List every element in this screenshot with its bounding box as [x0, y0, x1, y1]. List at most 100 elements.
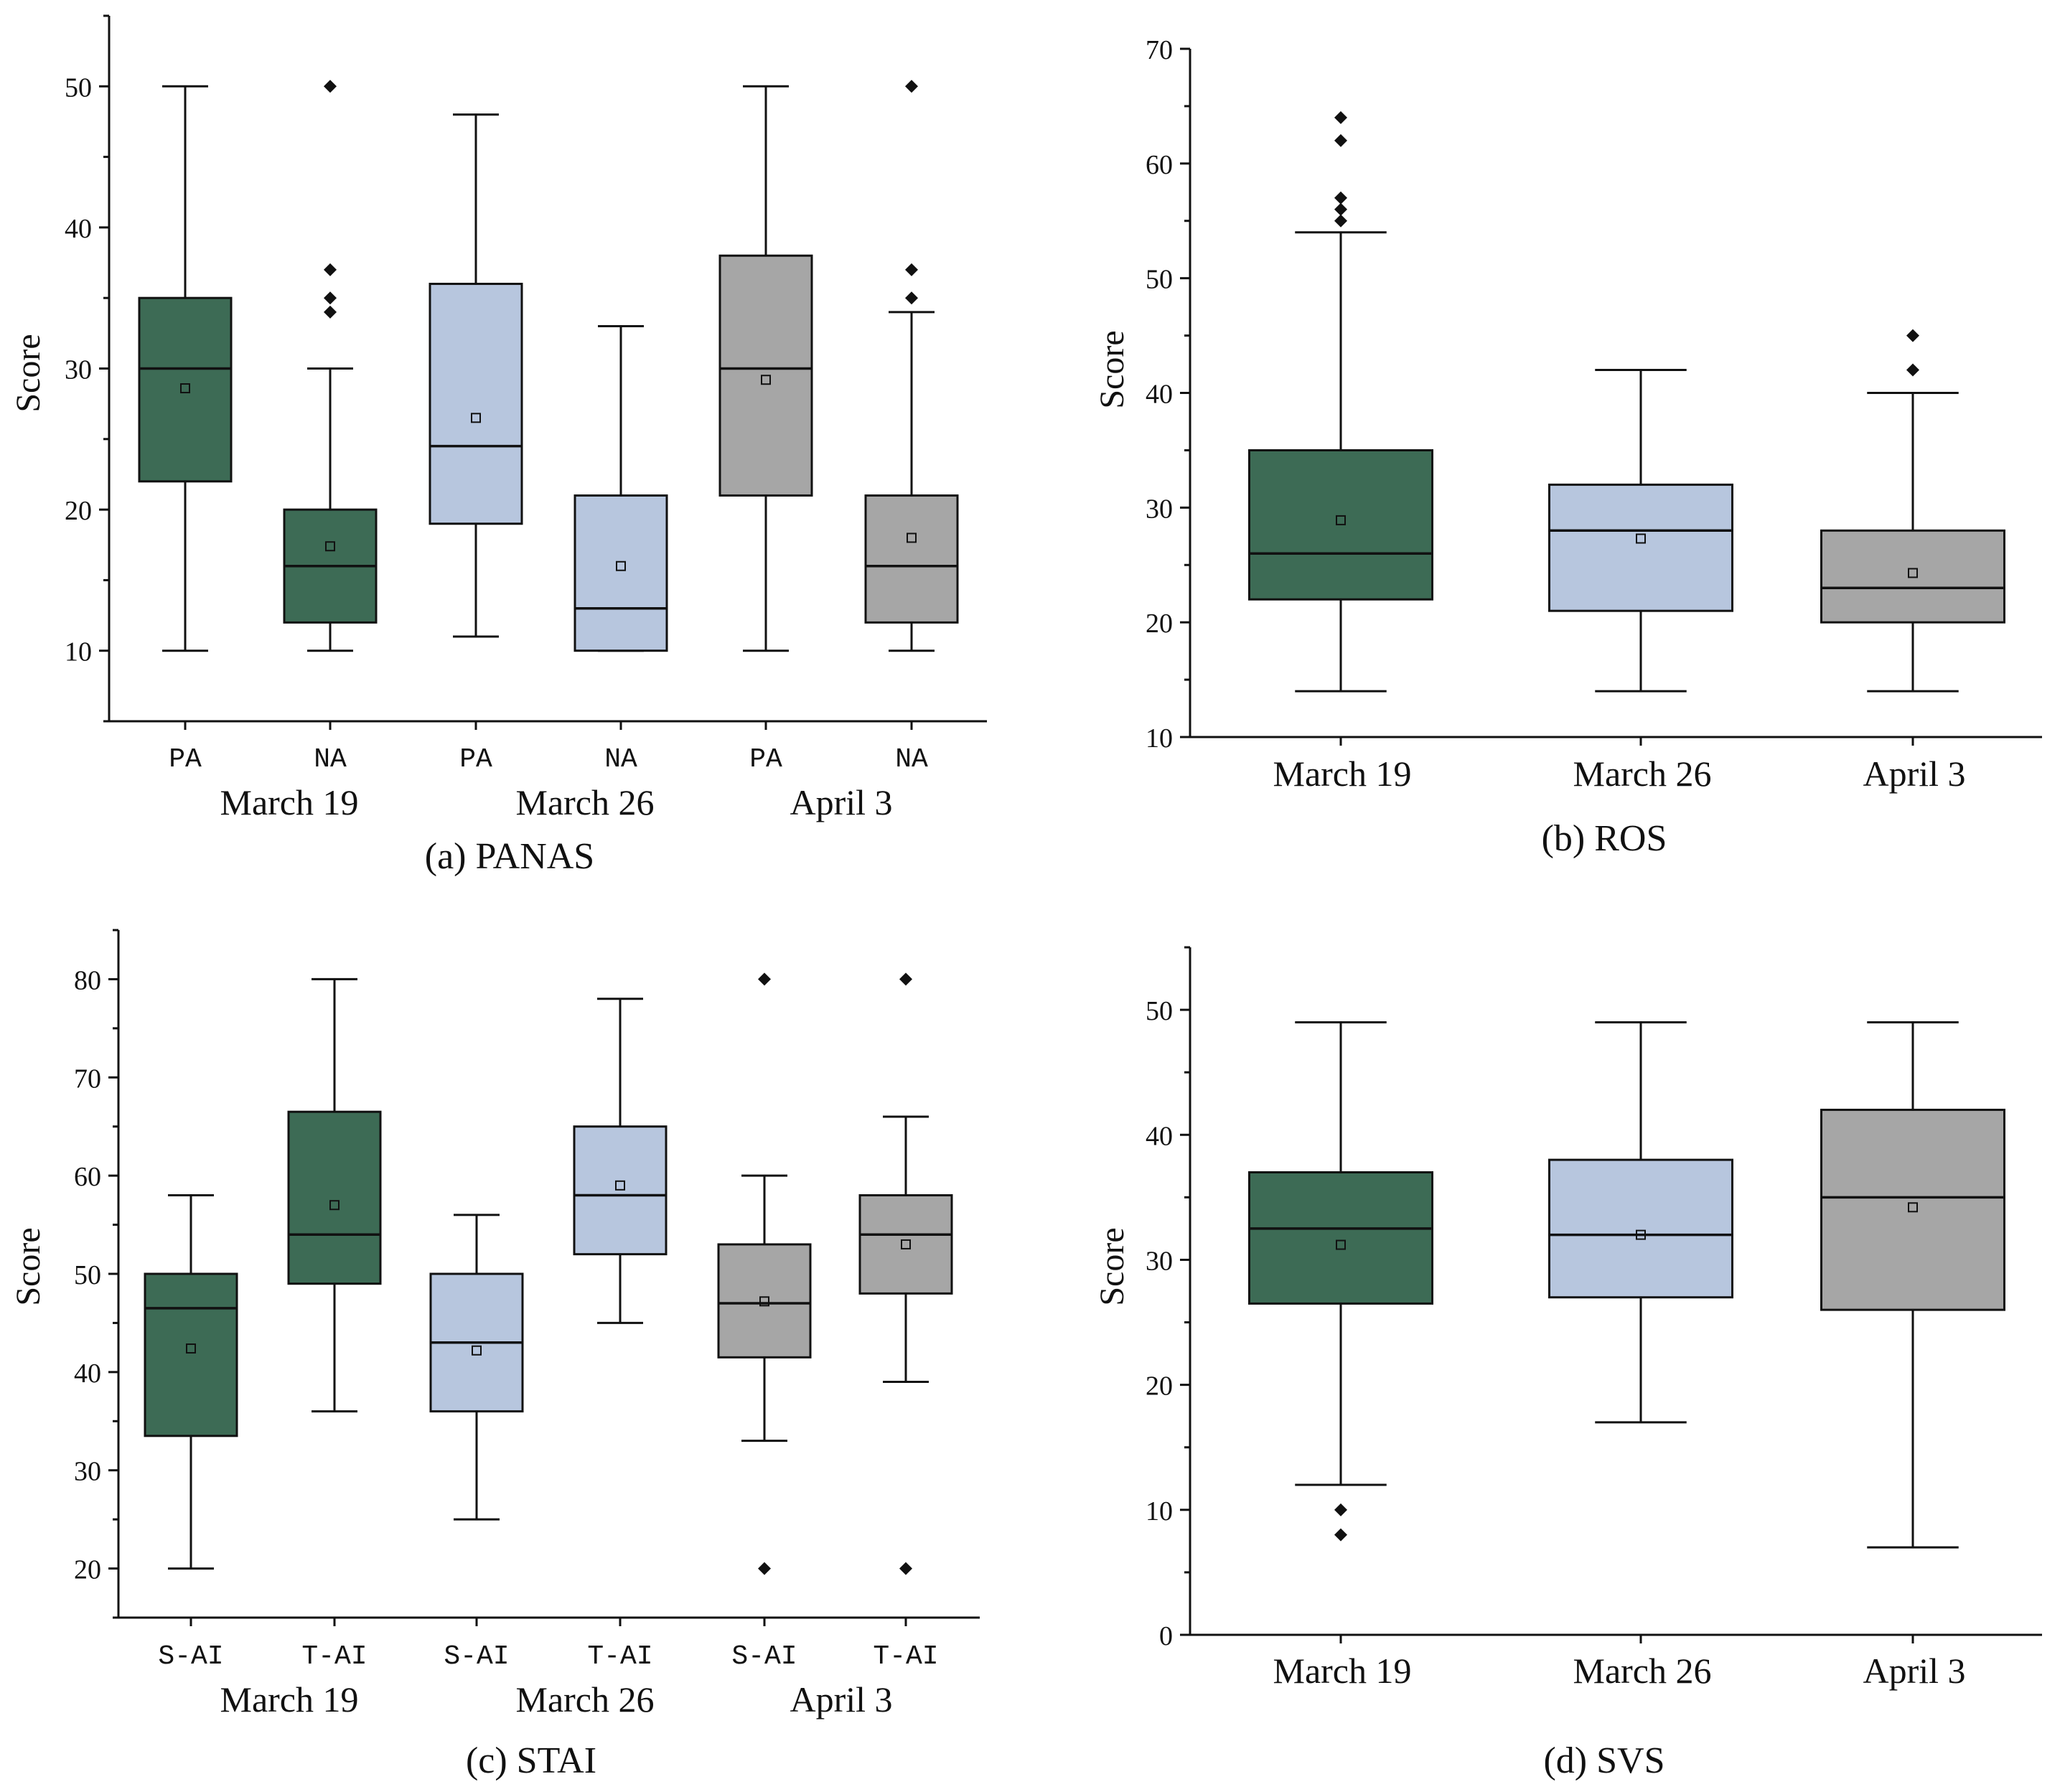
ros-box-3-outlier [1906, 329, 1919, 342]
stai-y-tick-label: 40 [74, 1359, 101, 1389]
stai-sub-label: T-AI [873, 1641, 938, 1672]
ros-y-tick-label: 50 [1146, 265, 1173, 295]
ros-box-1-outlier [1334, 133, 1347, 147]
svs-y-tick-label: 0 [1159, 1621, 1173, 1651]
panel-panas: 10 20 30 40 50 PA NA PA NA PA NA Score March 19 Ma… [9, 14, 987, 877]
stai-box-5-iqr [717, 1243, 812, 1359]
stai-box-6-outlier [899, 1562, 912, 1575]
panas-sub-label: NA [604, 744, 637, 775]
stai-box-5-mean [759, 1296, 769, 1307]
svs-y-label: Score [1093, 1227, 1131, 1305]
ros-box-3-iqr [1820, 529, 2005, 624]
stai-sub-label: S-AI [731, 1641, 797, 1672]
ros-group-label-1: March 19 [1273, 754, 1412, 794]
panas-title: (a) PANAS [425, 836, 594, 877]
ros-title: (b) ROS [1542, 818, 1667, 859]
stai-box-6-iqr [858, 1194, 953, 1295]
svs-y-tick-label: 50 [1146, 996, 1173, 1026]
svs-box-3-mean [1908, 1202, 1918, 1213]
ros-box-3-mean [1908, 568, 1918, 578]
panas-group-label-3: April 3 [790, 782, 892, 822]
stai-box-1-mean [186, 1343, 196, 1354]
panas-box-6-mean [907, 533, 917, 543]
stai-box-5-outlier [758, 1562, 771, 1575]
panel-svs: 0 10 20 30 40 50 Score March 19 March 26 Apri… [1093, 946, 2042, 1781]
stai-group-label-3: April 3 [790, 1679, 892, 1720]
panas-group-label-1: March 19 [220, 782, 359, 822]
stai-box-2-iqr [287, 1110, 382, 1285]
svs-box-2-iqr [1548, 1158, 1733, 1299]
stai-box-3-mean [472, 1345, 482, 1356]
panas-box-3-mean [471, 413, 481, 423]
panas-box-6-iqr [864, 494, 959, 624]
panas-box-2-mean [325, 541, 335, 552]
ros-box-1-outlier [1334, 214, 1347, 227]
svs-box-1-outlier [1334, 1503, 1347, 1516]
svs-group-label-3: April 3 [1863, 1651, 1965, 1691]
ros-box-1-outlier [1334, 111, 1347, 124]
svs-box-1-mean [1336, 1239, 1346, 1250]
svs-title: (d) SVS [1543, 1740, 1664, 1781]
stai-sub-label: S-AI [444, 1641, 509, 1672]
ros-y-tick-label: 20 [1146, 609, 1173, 639]
ros-y-tick-label: 10 [1146, 723, 1173, 754]
panas-sub-label: PA [749, 744, 782, 775]
panas-box-5-mean [761, 375, 771, 385]
stai-box-6-mean [901, 1239, 911, 1249]
stai-y-tick-label: 60 [74, 1162, 101, 1192]
svs-box-3-iqr [1820, 1108, 2005, 1311]
panas-box-1-iqr [138, 296, 233, 483]
panas-box-2-outlier [324, 263, 337, 276]
ros-box-1-mean [1336, 515, 1346, 525]
ros-y-label: Score [1093, 330, 1131, 408]
panas-box-2-outlier [324, 305, 337, 319]
panel-ros: 10 20 30 40 50 60 70 Score March 19 March 26 A… [1093, 35, 2042, 859]
svs-group-label-1: March 19 [1273, 1651, 1412, 1691]
panas-y-tick-label: 50 [65, 72, 92, 103]
panas-box-4-iqr [573, 494, 668, 652]
panas-sub-label: NA [314, 744, 347, 775]
panas-sub-label: PA [169, 744, 202, 775]
svs-y-tick-label: 10 [1146, 1496, 1173, 1526]
svs-y-tick-label: 40 [1146, 1121, 1173, 1151]
panas-y-tick-label: 30 [65, 355, 92, 385]
ros-box-1-outlier [1334, 202, 1347, 216]
panas-box-2-outlier [324, 80, 337, 93]
stai-title: (c) STAI [466, 1740, 596, 1781]
panas-box-4-mean [616, 560, 626, 571]
stai-box-1-iqr [144, 1272, 238, 1437]
ros-box-1-outlier [1334, 191, 1347, 205]
ros-box-2-mean [1636, 533, 1646, 544]
svs-y-tick-label: 30 [1146, 1246, 1173, 1276]
svs-box-1-outlier [1334, 1528, 1347, 1542]
stai-y-tick-label: 70 [74, 1064, 101, 1094]
ros-box-2-iqr [1548, 483, 1733, 612]
ros-group-label-3: April 3 [1863, 754, 1965, 794]
stai-group-label-2: March 26 [516, 1679, 655, 1720]
panas-sub-label: PA [459, 744, 492, 775]
stai-y-tick-label: 30 [74, 1457, 101, 1487]
panas-box-1-mean [180, 383, 190, 394]
stai-box-4-mean [615, 1180, 625, 1191]
svs-group-label-2: March 26 [1573, 1651, 1712, 1691]
stai-sub-label: T-AI [301, 1641, 367, 1672]
ros-box-3-outlier [1906, 363, 1919, 377]
stai-sub-label: T-AI [587, 1641, 652, 1672]
stai-box-6-outlier [899, 972, 912, 986]
ros-y-tick-label: 60 [1146, 150, 1173, 180]
stai-y-tick-label: 50 [74, 1260, 101, 1290]
stai-y-tick-label: 20 [74, 1555, 101, 1585]
svs-box-2-mean [1636, 1229, 1646, 1240]
stai-y-tick-label: 80 [74, 965, 101, 995]
panas-sub-label: NA [895, 744, 928, 775]
svs-box-1-iqr [1248, 1171, 1433, 1305]
stai-y-label: Score [9, 1227, 47, 1305]
panas-box-2-outlier [324, 291, 337, 305]
panas-group-label-2: March 26 [516, 782, 655, 822]
ros-y-tick-label: 70 [1146, 35, 1173, 65]
svs-y-tick-label: 20 [1146, 1371, 1173, 1402]
stai-box-5-outlier [758, 972, 771, 986]
panas-box-6-outlier [905, 80, 918, 93]
panas-y-tick-label: 20 [65, 496, 92, 526]
